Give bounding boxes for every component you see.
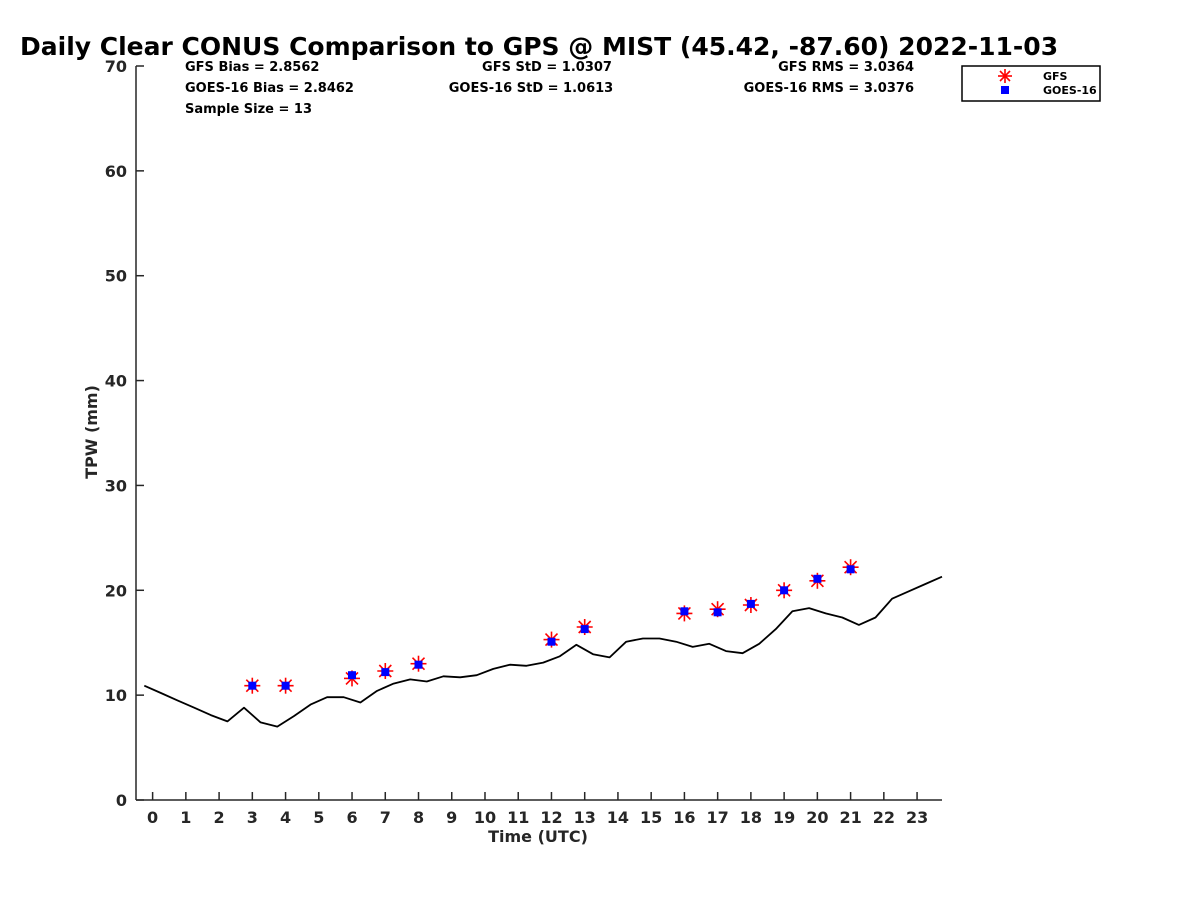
goes-16-point: [713, 608, 722, 617]
x-tick-label: 9: [446, 808, 457, 827]
y-tick-label: 60: [105, 162, 127, 181]
x-tick-label: 23: [906, 808, 928, 827]
gfs-bias-text: GFS Bias = 2.8562: [185, 60, 319, 75]
y-tick-label: 70: [105, 57, 127, 76]
y-tick-label: 50: [105, 267, 127, 286]
gps-line: [143, 575, 943, 728]
x-axis-label: Time (UTC): [488, 827, 588, 846]
goes-16-point: [680, 607, 689, 616]
goes-16-point: [381, 668, 390, 677]
x-tick-label: 4: [280, 808, 291, 827]
x-tick-label: 14: [607, 808, 629, 827]
x-tick-label: 10: [474, 808, 496, 827]
goes-rms-text: GOES-16 RMS = 3.0376: [744, 81, 914, 96]
x-tick-label: 7: [380, 808, 391, 827]
legend: GFS GOES-16: [961, 65, 1101, 102]
goes-16-point: [547, 637, 556, 646]
x-tick-label: 1: [180, 808, 191, 827]
x-tick-label: 22: [873, 808, 895, 827]
y-tick-label: 20: [105, 581, 127, 600]
legend-goes-marker: [1001, 86, 1009, 94]
gfs-rms-text: GFS RMS = 3.0364: [778, 60, 914, 75]
y-axis-label: TPW (mm): [82, 385, 101, 479]
goes-16-point: [248, 681, 257, 690]
goes-16-point: [580, 625, 589, 634]
x-tick-label: 18: [740, 808, 762, 827]
x-tick-label: 2: [214, 808, 225, 827]
x-tick-label: 17: [707, 808, 729, 827]
goes-16-point: [846, 565, 855, 574]
goes-16-point: [348, 671, 356, 680]
y-tick-label: 0: [116, 791, 127, 810]
goes-16-point: [746, 599, 755, 608]
x-tick-label: 6: [346, 808, 357, 827]
legend-box: [961, 65, 1101, 102]
x-tick-label: 3: [247, 808, 258, 827]
y-tick-label: 30: [105, 476, 127, 495]
stats-box: GFS Bias = 2.8562 GOES-16 Bias = 2.8462 …: [185, 60, 914, 117]
goes-16-point: [780, 586, 789, 595]
x-tick-label: 21: [839, 808, 861, 827]
goes-16-point: [813, 574, 822, 583]
x-tick-label: 8: [413, 808, 424, 827]
x-tick-label: 16: [673, 808, 695, 827]
x-tick-label: 13: [574, 808, 596, 827]
goes-16-point: [281, 681, 290, 690]
x-tick-label: 15: [640, 808, 662, 827]
x-tick-label: 11: [507, 808, 529, 827]
y-tick-label: 40: [105, 372, 127, 391]
chart-title: Daily Clear CONUS Comparison to GPS @ MI…: [20, 32, 1058, 61]
legend-gfs-label: GFS: [1043, 70, 1068, 83]
goes-std-text: GOES-16 StD = 1.0613: [449, 81, 613, 96]
goes-16-point: [414, 660, 423, 669]
x-tick-label: 20: [806, 808, 828, 827]
sample-size-text: Sample Size = 13: [185, 102, 312, 117]
x-tick-label: 12: [540, 808, 562, 827]
gfs-std-text: GFS StD = 1.0307: [482, 60, 612, 75]
plot-area: [143, 559, 943, 728]
goes-bias-text: GOES-16 Bias = 2.8462: [185, 81, 354, 96]
legend-goes-label: GOES-16: [1043, 84, 1097, 97]
legend-gfs-marker: [998, 69, 1012, 83]
x-tick-label: 0: [147, 808, 158, 827]
x-tick-label: 19: [773, 808, 795, 827]
y-tick-label: 10: [105, 686, 127, 705]
x-tick-label: 5: [313, 808, 324, 827]
